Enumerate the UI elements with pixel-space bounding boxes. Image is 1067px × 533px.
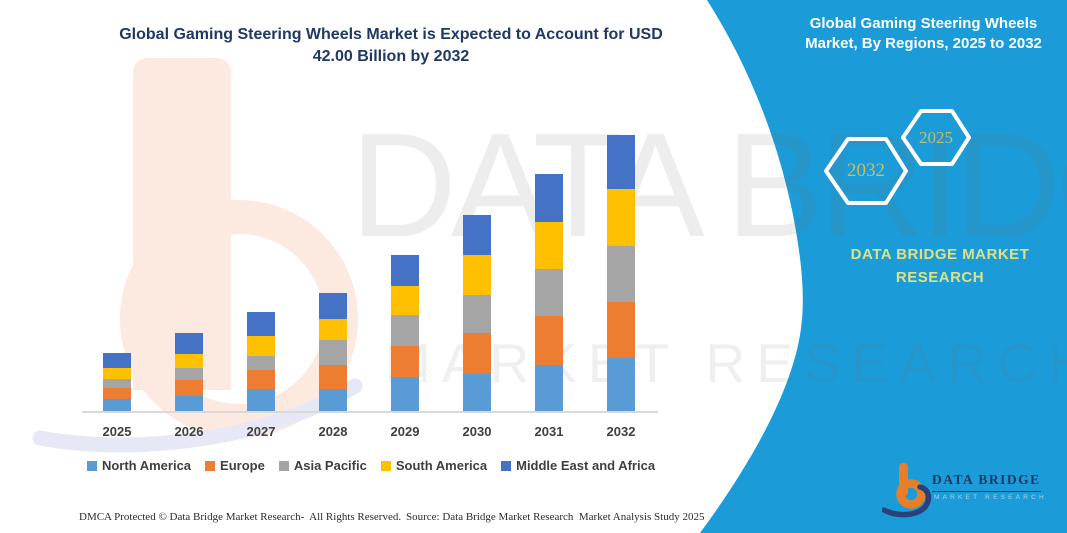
legend-marker: [205, 460, 216, 471]
legend-item-middle-east-and-africa: Middle East and Africa: [501, 458, 655, 473]
legend-label: Europe: [220, 458, 265, 473]
legend-item-north-america: North America: [86, 458, 192, 473]
hexagon-year-2025: 2025: [919, 127, 953, 147]
legend-item-south-america: South America: [380, 458, 488, 473]
footer-dmca-text: DMCA Protected © Data Bridge Market Rese…: [79, 511, 402, 523]
watermark-swoosh: [32, 378, 363, 453]
brand-text: DATA BRIDGE MARKET RESEARCH: [850, 246, 1030, 287]
right-panel-heading: Global Gaming Steering Wheels Market, By…: [805, 15, 1042, 53]
logo-wordmark: DATA BRIDGE: [932, 472, 1041, 492]
chart-title: Global Gaming Steering Wheels Market is …: [119, 26, 663, 65]
hexagon-2032-outline: [824, 137, 908, 205]
data-bridge-logo-icon: [882, 463, 932, 518]
x-axis-line: [82, 411, 658, 413]
legend-label: North America: [101, 458, 192, 473]
chart-legend: North America Europe Asia Pacific South Ame…: [83, 458, 659, 473]
legend-item-europe: Europe: [205, 458, 265, 473]
legend-item-asia-pacific: Asia Pacific: [278, 458, 367, 473]
footer-source-text: Source: Data Bridge Market Research Mark…: [406, 511, 705, 523]
legend-marker: [501, 460, 512, 471]
legend-label: Asia Pacific: [293, 458, 367, 473]
legend-marker: [86, 460, 97, 471]
hexagon-2025-outline: [901, 109, 971, 166]
legend-marker: [380, 460, 391, 471]
logo-subtext: MARKET RESEARCH: [934, 494, 1047, 501]
legend-label: Middle East and Africa: [516, 458, 656, 473]
hexagon-year-2032: 2032: [847, 160, 885, 181]
legend-label: South America: [395, 458, 488, 473]
watermark-text-row2: MARKET RESEARCH: [385, 332, 1067, 394]
legend-marker: [278, 460, 289, 471]
